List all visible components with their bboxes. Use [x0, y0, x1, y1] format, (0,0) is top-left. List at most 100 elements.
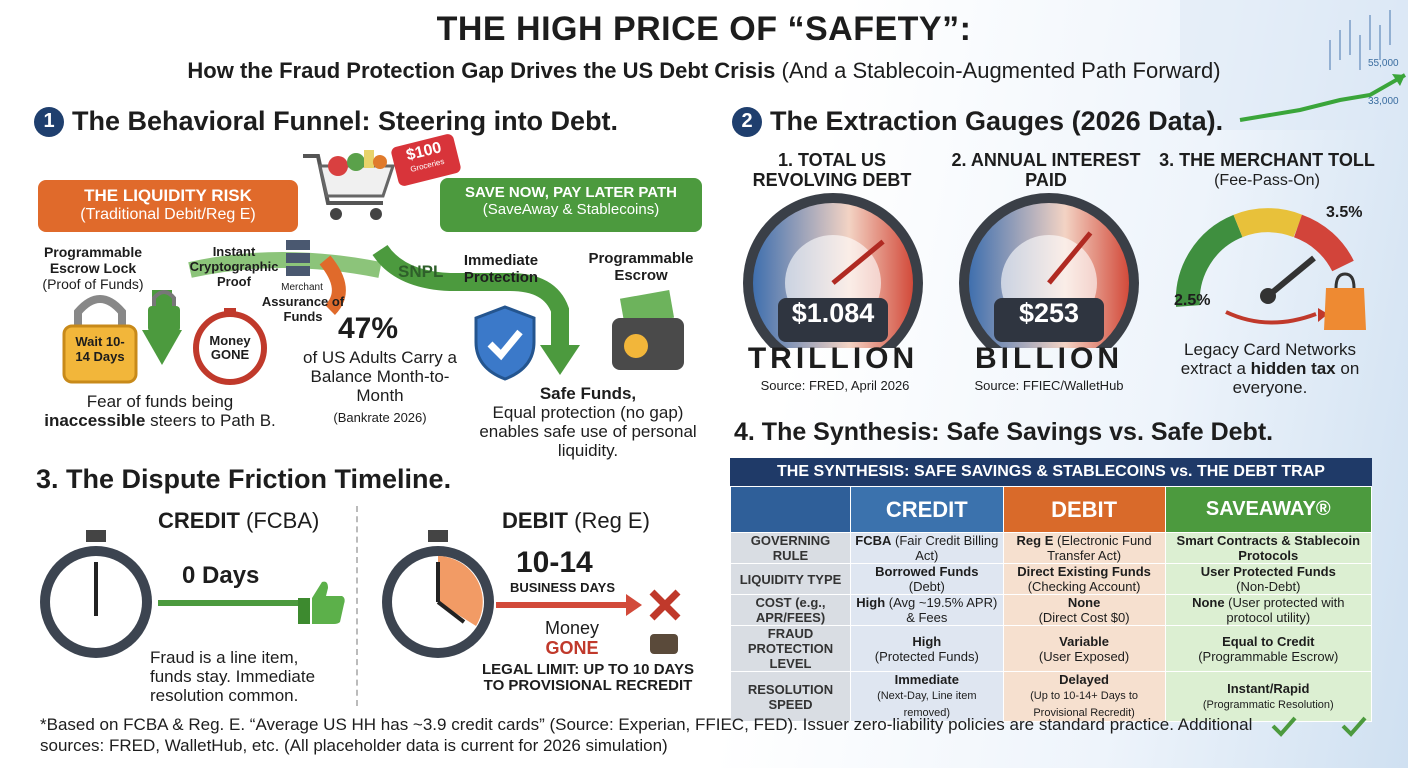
- row-label: LIQUIDITY TYPE: [730, 563, 851, 595]
- cell-credit-text: (Avg ~19.5% APR) & Fees: [885, 595, 998, 625]
- col-header-saveaway: SAVEAWAY®: [1164, 486, 1373, 533]
- wait-label: Wait 10-14 Days: [75, 334, 125, 364]
- cell-debit-bold: Reg E: [1016, 533, 1054, 548]
- cell-credit: High (Avg ~19.5% APR) & Fees: [850, 594, 1004, 626]
- cell-debit-text: (Checking Account): [1027, 579, 1141, 594]
- gauge-2-dial: [959, 193, 1139, 348]
- section-3-heading: 3. The Dispute Friction Timeline.: [36, 464, 452, 494]
- cell-saveaway: None (User protected with protocol utili…: [1164, 594, 1373, 626]
- cell-saveaway: Smart Contracts & Stablecoin Protocols: [1164, 532, 1373, 564]
- cell-saveaway: Instant/Rapid (Programmatic Resolution): [1164, 671, 1373, 722]
- cell-debit-text: (Electronic Fund Transfer Act): [1047, 533, 1152, 563]
- merchant-toll-text: Legacy Card Networks extract a hidden ta…: [1164, 340, 1376, 397]
- checkmark-icon: [1271, 716, 1297, 737]
- debit-money: Money: [544, 618, 600, 638]
- debit-stopwatch-icon: [382, 530, 494, 658]
- stat-source: (Bankrate 2026): [333, 410, 427, 425]
- cell-saveaway-text: (User protected with protocol utility): [1224, 595, 1345, 625]
- cell-debit-bold: Direct Existing Funds: [1017, 564, 1151, 579]
- credit-heading: CREDIT (FCBA): [158, 508, 319, 534]
- cell-saveaway-text: (Programmable Escrow): [1198, 648, 1339, 664]
- cell-saveaway-text: (Programmatic Resolution): [1202, 698, 1334, 711]
- col-header-debit: DEBIT: [1002, 486, 1166, 533]
- chart-label-mid: 33,000: [1368, 96, 1399, 107]
- cell-credit-bold: High: [856, 595, 886, 610]
- section-1-title: The Behavioral Funnel: Steering into Deb…: [72, 106, 619, 136]
- section-2-title: The Extraction Gauges (2026 Data).: [770, 106, 1224, 136]
- section-2-heading: 2 The Extraction Gauges (2026 Data).: [732, 106, 1223, 137]
- wallet-icon: [612, 290, 684, 370]
- gauge-1-value: $1.084: [791, 298, 875, 328]
- immediate-protection-label: Immediate Protection: [463, 252, 539, 286]
- programmable-escrow-label: Programmable Escrow: [588, 250, 694, 284]
- table-row: GOVERNING RULE FCBA (Fair Credit Billing…: [730, 532, 1373, 564]
- cell-saveaway-bold: User Protected Funds: [1200, 564, 1336, 579]
- cell-debit-text: (Up to 10-14+ Days to Provisional Recred…: [1030, 690, 1139, 719]
- money-gone-label: Money GONE: [209, 333, 251, 362]
- cell-saveaway-bold: Instant/Rapid: [1227, 680, 1310, 696]
- chart-label-top: 55,000: [1368, 58, 1399, 69]
- merchant-assurance-label: Assurance of Funds: [261, 294, 345, 324]
- cell-debit-bold: Delayed: [1059, 672, 1110, 687]
- credit-text: Fraud is a line item, funds stay. Immedi…: [150, 648, 316, 705]
- cell-credit-bold: Immediate: [894, 672, 959, 687]
- section-1-heading: 1 The Behavioral Funnel: Steering into D…: [34, 106, 618, 137]
- liquidity-risk-subtitle: (Traditional Debit/Reg E): [80, 206, 256, 223]
- merchant-toll-text-post: on everyone.: [1232, 359, 1360, 397]
- server-icon: [286, 240, 310, 276]
- green-padlock-icon: [148, 290, 180, 332]
- synthesis-table: CREDIT DEBIT SAVEAWAY® GOVERNING RULE FC…: [730, 486, 1373, 722]
- table-row: COST (e.g., APR/FEES) High (Avg ~19.5% A…: [730, 594, 1373, 626]
- thumbs-up-icon: [298, 581, 345, 624]
- merchant-toll-arc: [1175, 208, 1354, 325]
- cell-credit: FCBA (Fair Credit Billing Act): [850, 532, 1004, 564]
- cell-debit-bold: Variable: [1059, 633, 1110, 649]
- gauge-1-source: Source: FRED, April 2026: [760, 378, 910, 393]
- section-4-heading: 4. The Synthesis: Safe Savings vs. Safe …: [734, 418, 1274, 446]
- merchant-small-label: Merchant: [281, 282, 323, 293]
- cell-credit-bold: FCBA: [855, 533, 892, 548]
- cell-saveaway-bold: Smart Contracts & Stablecoin Protocols: [1176, 533, 1361, 563]
- credit-heading-light: (FCBA): [246, 508, 320, 533]
- cell-credit-text: (Protected Funds): [874, 648, 979, 664]
- merchant-toll-high: 3.5%: [1326, 204, 1363, 221]
- timeline-divider: [356, 506, 358, 706]
- cell-credit-text: (Debt): [908, 579, 945, 594]
- col-header-credit: CREDIT: [850, 486, 1004, 533]
- cell-debit: Delayed (Up to 10-14+ Days to Provisional…: [1002, 671, 1166, 722]
- row-label: RESOLUTION SPEED: [730, 671, 851, 722]
- synthesis-banner: THE SYNTHESIS: SAFE SAVINGS & STABLECOIN…: [730, 458, 1372, 486]
- safe-funds-desc: Equal protection (no gap) enables safe u…: [479, 403, 697, 460]
- liquidity-risk-title: THE LIQUIDITY RISK: [84, 186, 252, 205]
- section-2-number: 2: [732, 106, 762, 137]
- background-stock-chart: [1180, 0, 1408, 130]
- cell-credit-text: (Next-Day, Line item removed): [877, 690, 977, 719]
- gauge-2-label: 2. ANNUAL INTEREST PAID: [951, 150, 1141, 190]
- cell-credit-bold: Borrowed Funds: [875, 564, 979, 579]
- instant-proof-label: Instant Cryptographic Proof: [189, 244, 279, 289]
- merchant-toll-label: 3. THE MERCHANT TOLL: [1159, 150, 1375, 170]
- row-label: GOVERNING RULE: [730, 532, 851, 564]
- cell-debit-bold: None: [1067, 595, 1101, 610]
- cell-debit-text: (Direct Cost $0): [1038, 610, 1130, 625]
- cell-saveaway: Equal to Credit (Programmable Escrow): [1164, 625, 1373, 672]
- snpl-label: SNPL: [398, 262, 444, 281]
- cell-credit: Borrowed Funds (Debt): [850, 563, 1004, 595]
- stat-text: of US Adults Carry a Balance Month-to-Mo…: [302, 348, 457, 405]
- fear-text-post: steers to Path B.: [145, 411, 276, 430]
- page-title: THE HIGH PRICE OF “SAFETY”:: [436, 10, 972, 48]
- shopping-cart-icon: [303, 150, 396, 220]
- cell-credit-text: (Fair Credit Billing Act): [891, 533, 999, 563]
- gauge-1-unit: TRILLION: [747, 342, 919, 375]
- escrow-lock-subtitle: (Proof of Funds): [42, 276, 144, 292]
- fear-text-pre: Fear of funds being: [86, 392, 234, 411]
- cell-credit-bold: High: [912, 633, 942, 649]
- debit-gone: GONE: [545, 638, 599, 658]
- legal-limit-text: LEGAL LIMIT: UP TO 10 DAYS TO PROVISIONA…: [482, 661, 694, 694]
- table-row: FRAUD PROTECTION LEVEL High (Protected Fu…: [730, 625, 1373, 672]
- escrow-lock-title: Programmable Escrow Lock: [43, 244, 143, 276]
- subtitle-aside: (And a Stablecoin-Augmented Path Forward…: [781, 58, 1221, 83]
- cell-debit: Reg E (Electronic Fund Transfer Act): [1002, 532, 1166, 564]
- credit-days: 0 Days: [182, 562, 260, 589]
- cell-saveaway-text: (Non-Debt): [1236, 579, 1301, 594]
